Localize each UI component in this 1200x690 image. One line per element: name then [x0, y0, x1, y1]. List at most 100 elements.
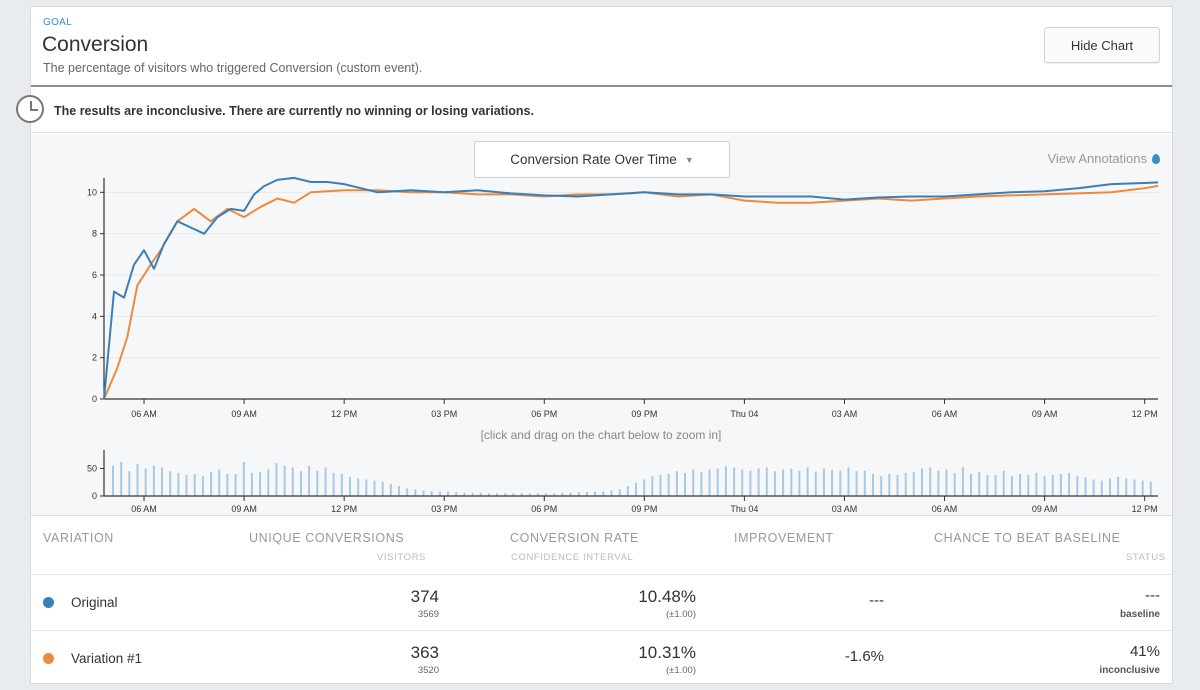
- volume-bar: [921, 468, 923, 496]
- volume-bar: [994, 475, 997, 496]
- col-header-improvement: IMPROVEMENT: [734, 531, 834, 545]
- x-tick-label: Thu 04: [730, 409, 758, 419]
- improvement-value: -1.6%: [844, 648, 884, 665]
- variation-name: Variation #1: [71, 651, 143, 666]
- volume-bar: [512, 493, 515, 497]
- volume-bar: [128, 471, 131, 497]
- chart-type-select[interactable]: Conversion Rate Over Time ▼: [474, 141, 730, 178]
- volume-bar: [438, 491, 441, 496]
- results-table: VARIATION UNIQUE CONVERSIONS VISITORS CO…: [31, 517, 1172, 685]
- volume-bar: [414, 489, 417, 496]
- volume-bar: [389, 483, 392, 496]
- volume-bar: [782, 469, 785, 496]
- volume-bar: [757, 468, 760, 496]
- view-annotations-label: View Annotations: [1047, 151, 1148, 166]
- volume-bar: [602, 491, 605, 496]
- volume-bar: [275, 463, 278, 496]
- volume-bar: [381, 481, 384, 496]
- volume-bar: [1117, 476, 1120, 497]
- nav-x-tick-label: 09 PM: [631, 504, 657, 514]
- volume-bar: [651, 476, 654, 496]
- volume-bar: [610, 490, 613, 496]
- volume-bar: [896, 475, 899, 496]
- volume-bar: [422, 490, 425, 496]
- variation-1-series-line: [103, 184, 1159, 400]
- volume-bar: [226, 474, 229, 496]
- table-row-original: Original 374 3569 10.48% (±1.00) --- ---…: [31, 574, 1172, 630]
- volume-bar: [700, 471, 703, 496]
- volume-bar: [430, 491, 433, 496]
- results-banner: The results are inconclusive. There are …: [16, 89, 1172, 133]
- volume-bar: [831, 469, 834, 496]
- volume-bar: [577, 492, 580, 496]
- volume-bar: [520, 493, 523, 497]
- volume-bar: [961, 467, 964, 496]
- volume-bar: [1010, 476, 1013, 496]
- volume-bar: [169, 471, 172, 497]
- status-value: inconclusive: [1099, 665, 1160, 676]
- x-tick-label: 12 PM: [331, 409, 357, 419]
- volume-bar: [708, 469, 711, 496]
- volume-bar: [814, 471, 817, 496]
- col-subheader-visitors: VISITORS: [377, 552, 426, 563]
- volume-bar: [1043, 476, 1046, 496]
- volume-bar: [855, 471, 858, 497]
- volume-bar: [986, 475, 989, 496]
- volume-bar: [765, 467, 768, 496]
- volume-bar: [185, 475, 188, 496]
- volume-bar: [937, 470, 940, 496]
- volume-bar: [970, 474, 972, 496]
- nav-y-tick-label: 0: [92, 491, 97, 501]
- volume-bar: [308, 465, 311, 497]
- chance-value: 41%: [1129, 643, 1160, 660]
- volume-bar: [561, 492, 564, 496]
- volume-bar: [953, 472, 956, 496]
- volume-bar: [463, 492, 466, 496]
- volume-bar: [790, 468, 793, 496]
- view-annotations-link[interactable]: View Annotations: [1047, 151, 1160, 166]
- volume-bar: [193, 474, 196, 496]
- conversion-rate-value: 10.48%: [638, 587, 696, 606]
- col-header-variation: VARIATION: [43, 531, 114, 545]
- volume-bar: [1141, 480, 1144, 496]
- nav-x-tick-label: 06 AM: [131, 504, 157, 514]
- volume-bar: [1035, 472, 1038, 496]
- volume-bar: [749, 470, 752, 496]
- volume-bar: [201, 476, 204, 496]
- volume-bar: [177, 472, 180, 496]
- variation-color-dot: [43, 653, 54, 664]
- volume-bar: [161, 467, 163, 496]
- x-tick-label: 03 AM: [832, 409, 858, 419]
- x-tick-label: 03 PM: [431, 409, 457, 419]
- volume-bar: [332, 472, 335, 496]
- conversion-rate-chart[interactable]: 0 2 4 6 8 10 06 AM 09 AM 12 PM 03 PM 06 PM 09 PM Thu…: [31, 134, 1174, 516]
- volume-bar: [250, 472, 253, 496]
- status-value: baseline: [1119, 609, 1160, 620]
- volume-bar: [479, 492, 482, 496]
- volume-bar: [234, 474, 237, 496]
- volume-bar: [528, 493, 531, 497]
- volume-bar: [349, 476, 351, 497]
- volume-bar: [1027, 475, 1030, 496]
- goal-panel: GOAL Conversion The percentage of visito…: [16, 6, 1173, 685]
- volume-bar: [1084, 477, 1087, 496]
- volume-bar: [586, 492, 588, 496]
- col-header-chance-to-beat-baseline: CHANCE TO BEAT BASELINE: [934, 531, 1121, 545]
- volume-bar: [806, 467, 809, 496]
- y-tick-label: 4: [92, 311, 97, 321]
- volume-bar: [242, 461, 245, 496]
- confidence-interval-value: (±1.00): [665, 665, 696, 676]
- nav-x-tick-label: 03 AM: [832, 504, 858, 514]
- volume-bar: [692, 469, 695, 496]
- hide-chart-button[interactable]: Hide Chart: [1044, 27, 1160, 63]
- volume-bar: [1100, 480, 1103, 496]
- volume-bar: [773, 471, 776, 497]
- y-tick-label: 0: [92, 394, 97, 404]
- volume-bar: [455, 492, 458, 496]
- chart-type-value: Conversion Rate Over Time: [510, 152, 677, 167]
- nav-x-tick-label: 06 AM: [932, 504, 958, 514]
- volume-bar: [823, 468, 825, 496]
- goal-description: The percentage of visitors who triggered…: [43, 61, 423, 75]
- volume-bar: [340, 474, 343, 496]
- chart-area: Conversion Rate Over Time ▼ View Annotat…: [31, 134, 1172, 516]
